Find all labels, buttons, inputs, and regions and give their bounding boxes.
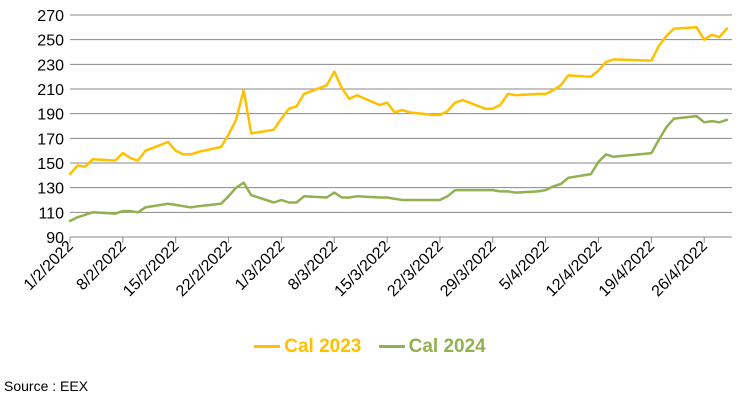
legend: Cal 2023 Cal 2024 (0, 336, 740, 358)
x-tick-label: 19/4/2022 (596, 238, 658, 300)
legend-swatch-cal-2024 (378, 345, 405, 349)
series-line-cal-2023 (68, 26, 729, 176)
legend-item-cal-2024: Cal 2024 (378, 336, 486, 358)
y-tick-labels: 90 110 130 150 170 190 210 230 250 270 (37, 8, 64, 247)
y-tick-label: 190 (37, 107, 64, 124)
x-tick-label: 15/3/2022 (332, 238, 394, 300)
legend-label-cal-2023: Cal 2023 (284, 336, 362, 357)
x-tick-label: 8/2/2022 (74, 238, 130, 294)
x-tick-label: 5/4/2022 (496, 238, 552, 294)
x-tick-label: 8/3/2022 (285, 238, 341, 294)
x-tick-labels: 1/2/20228/2/202215/2/202222/2/20221/3/20… (21, 238, 711, 300)
series-line-cal-2024 (68, 114, 729, 223)
source-note: Source : EEX (4, 378, 89, 394)
x-tick-label: 29/3/2022 (437, 238, 499, 300)
y-tick-label: 170 (37, 131, 64, 148)
legend-item-cal-2023: Cal 2023 (254, 336, 361, 358)
axes (69, 236, 732, 243)
x-tick-label: 15/2/2022 (120, 238, 182, 300)
y-tick-label: 110 (38, 205, 64, 222)
x-tick-label: 1/3/2022 (232, 238, 288, 294)
legend-label-cal-2024: Cal 2024 (408, 336, 486, 357)
y-tick-label: 230 (37, 57, 64, 74)
y-tick-label: 250 (37, 33, 64, 50)
x-tick-label: 12/4/2022 (543, 238, 605, 300)
x-tick-label: 26/4/2022 (649, 238, 711, 300)
y-tick-label: 210 (37, 82, 64, 99)
gridlines (70, 14, 732, 213)
y-tick-label: 90 (46, 230, 64, 247)
x-tick-label: 22/3/2022 (384, 238, 446, 300)
y-tick-label: 150 (37, 156, 64, 173)
y-tick-label: 130 (37, 181, 64, 198)
series-lines (68, 26, 729, 223)
legend-swatch-cal-2023 (254, 345, 281, 349)
x-tick-label: 22/2/2022 (173, 238, 235, 300)
y-tick-label: 270 (37, 8, 64, 25)
line-chart: 90 110 130 150 170 190 210 230 250 270 1/2/20228/… (21, 8, 732, 300)
